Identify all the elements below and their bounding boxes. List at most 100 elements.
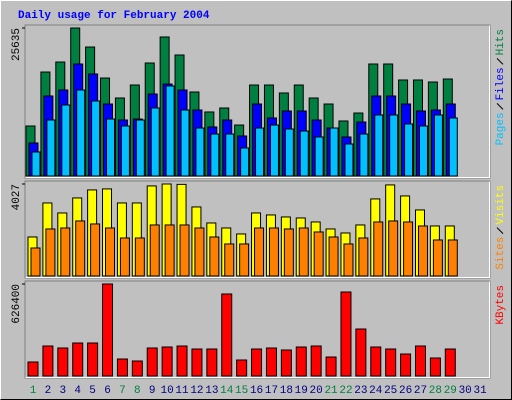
bar bbox=[295, 346, 307, 377]
bar bbox=[191, 348, 203, 377]
x-tick-label: 19 bbox=[295, 385, 308, 397]
y-tick-label: 25635 bbox=[11, 28, 23, 61]
bar bbox=[370, 346, 382, 377]
bar bbox=[61, 104, 71, 177]
bar bbox=[313, 231, 324, 277]
bar bbox=[119, 237, 130, 277]
bar bbox=[314, 136, 324, 177]
bar bbox=[299, 130, 309, 177]
x-tick-label: 31 bbox=[473, 385, 487, 397]
bar bbox=[328, 236, 339, 277]
bar bbox=[255, 127, 265, 177]
x-tick-label: 29 bbox=[444, 385, 457, 397]
bar bbox=[90, 223, 101, 277]
bar bbox=[106, 118, 116, 177]
bar bbox=[448, 117, 458, 177]
bar bbox=[30, 247, 41, 277]
bar bbox=[358, 237, 369, 277]
panel-bevel bbox=[25, 25, 490, 178]
x-tick-label: 17 bbox=[265, 385, 278, 397]
bar bbox=[429, 357, 441, 377]
x-tick-label: 15 bbox=[235, 385, 248, 397]
x-tick-label: 20 bbox=[310, 385, 323, 397]
x-tick-label: 3 bbox=[60, 385, 67, 397]
bar bbox=[355, 328, 367, 377]
bar bbox=[432, 239, 443, 277]
bar bbox=[254, 227, 265, 277]
bar bbox=[195, 127, 205, 177]
bar bbox=[194, 227, 205, 277]
bar bbox=[329, 127, 339, 177]
bar bbox=[179, 224, 190, 277]
x-tick-label: 26 bbox=[399, 385, 412, 397]
x-tick-label: 6 bbox=[104, 385, 111, 397]
legend-entry: Pages bbox=[495, 112, 507, 145]
bar bbox=[116, 358, 128, 377]
bar bbox=[149, 224, 160, 277]
legend-separator bbox=[496, 58, 504, 65]
x-tick-label: 8 bbox=[134, 385, 141, 397]
bar bbox=[433, 114, 443, 177]
bar bbox=[180, 109, 190, 177]
bar bbox=[57, 347, 69, 377]
x-tick-label: 12 bbox=[190, 385, 203, 397]
bar bbox=[310, 345, 322, 377]
bar bbox=[42, 345, 54, 377]
legend-entry: Sites bbox=[495, 237, 507, 270]
bar bbox=[224, 243, 235, 277]
bar bbox=[373, 221, 384, 277]
x-tick-label: 25 bbox=[384, 385, 397, 397]
legend-entry: Files bbox=[495, 67, 507, 100]
bar bbox=[134, 237, 145, 277]
x-tick-label: 16 bbox=[250, 385, 263, 397]
y-tick-label: 626400 bbox=[11, 284, 23, 324]
bar bbox=[325, 356, 337, 377]
x-tick-label: 22 bbox=[339, 385, 352, 397]
bar bbox=[46, 119, 56, 177]
bar bbox=[221, 293, 233, 377]
bar bbox=[240, 147, 250, 177]
bar bbox=[268, 227, 279, 277]
x-tick-label: 4 bbox=[74, 385, 81, 397]
bar bbox=[404, 123, 414, 177]
x-tick-label: 23 bbox=[354, 385, 367, 397]
bar bbox=[72, 342, 84, 377]
bar bbox=[76, 89, 86, 177]
bar bbox=[359, 133, 369, 177]
bar bbox=[27, 361, 39, 377]
panel-bevel bbox=[25, 181, 490, 278]
bar bbox=[206, 348, 218, 377]
bar bbox=[87, 342, 99, 377]
x-tick-label: 9 bbox=[149, 385, 156, 397]
bar bbox=[225, 133, 235, 177]
bar bbox=[280, 349, 292, 377]
bar bbox=[284, 128, 294, 177]
bar bbox=[239, 243, 250, 277]
x-tick-label: 1 bbox=[30, 385, 37, 397]
x-tick-label: 21 bbox=[324, 385, 338, 397]
bar bbox=[444, 348, 456, 377]
bar bbox=[417, 225, 428, 277]
x-tick-label: 7 bbox=[119, 385, 126, 397]
x-tick-label: 28 bbox=[429, 385, 442, 397]
bar bbox=[283, 228, 294, 277]
x-tick-label: 27 bbox=[414, 385, 427, 397]
bar bbox=[374, 114, 384, 177]
bar bbox=[389, 114, 399, 177]
legend-separator bbox=[496, 103, 504, 110]
x-tick-label: 2 bbox=[45, 385, 52, 397]
x-tick-label: 18 bbox=[280, 385, 293, 397]
legend-entry: Hits bbox=[495, 29, 507, 55]
x-tick-label: 30 bbox=[459, 385, 472, 397]
bar bbox=[120, 125, 130, 177]
bar bbox=[209, 236, 220, 277]
x-tick-label: 5 bbox=[89, 385, 96, 397]
bar bbox=[385, 348, 397, 377]
bar bbox=[343, 243, 354, 277]
bar bbox=[165, 85, 175, 177]
bar bbox=[105, 227, 116, 277]
bar bbox=[31, 151, 41, 177]
bar bbox=[176, 345, 188, 377]
